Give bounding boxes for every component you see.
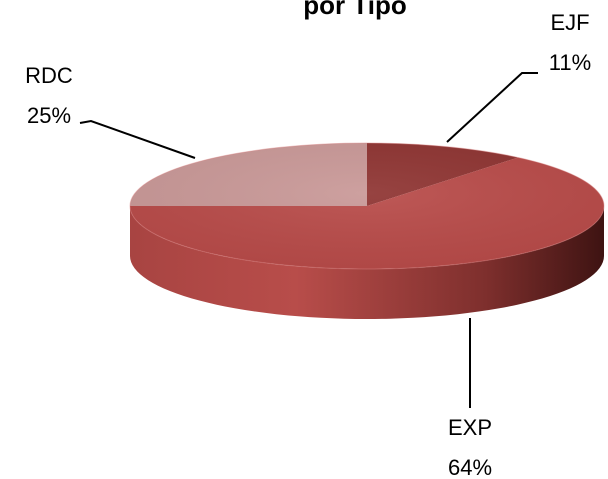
leader-line-rdc: [79, 119, 196, 159]
slice-name-rdc: RDC: [25, 63, 73, 88]
pie-side-wall: [130, 206, 604, 319]
pie-top-rim: [129, 142, 605, 270]
slice-name-ejf: EJF: [550, 10, 589, 35]
slice-value-exp: 64%: [448, 455, 492, 479]
slice-value-ejf: 11%: [549, 50, 591, 75]
pie-top: [129, 142, 605, 270]
chart-title: por Tipo: [303, 0, 407, 20]
slice-value-rdc: 25%: [27, 103, 71, 128]
leader-line-ejf: [446, 72, 538, 143]
slice-name-exp: EXP: [448, 415, 492, 440]
pie-side: [130, 206, 604, 319]
